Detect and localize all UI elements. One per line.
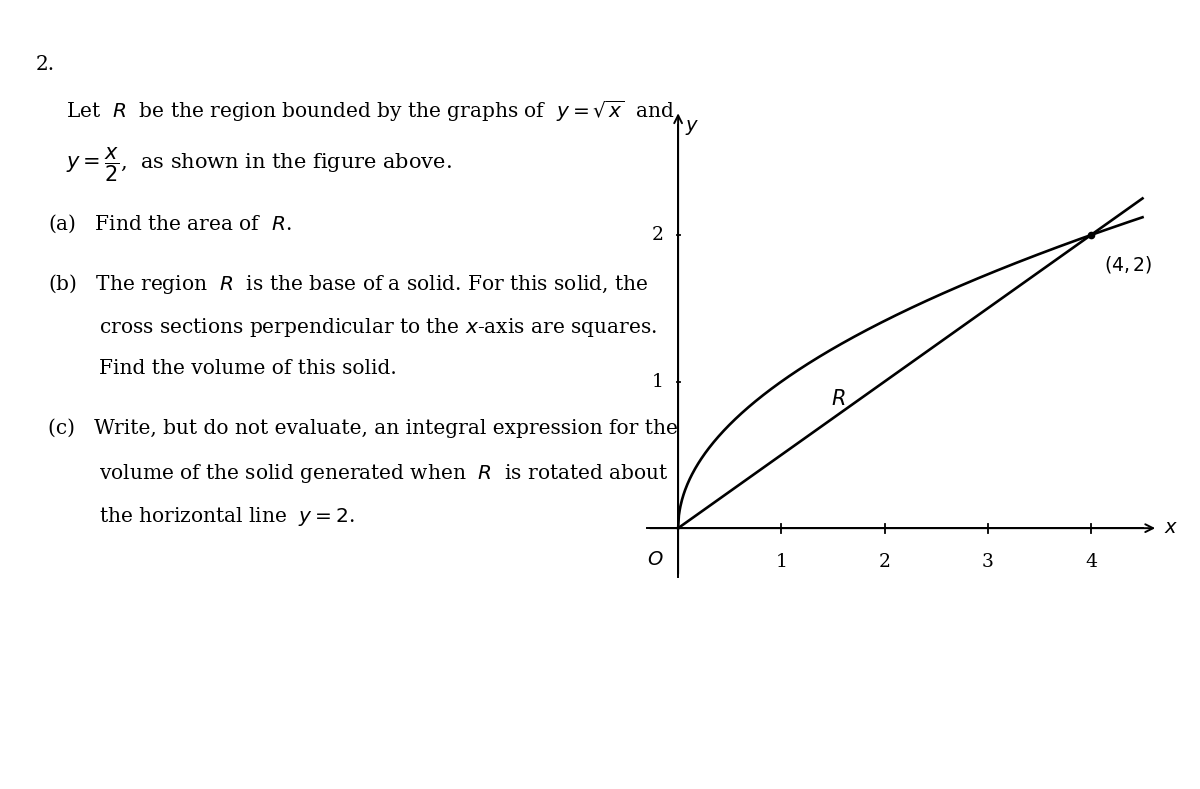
Text: 2.: 2. [36,55,55,74]
Text: (c)   Write, but do not evaluate, an integral expression for the: (c) Write, but do not evaluate, an integ… [48,418,678,438]
Text: 4: 4 [1085,553,1097,571]
Text: 1: 1 [775,553,787,571]
Text: $y = \dfrac{x}{2}$,  as shown in the figure above.: $y = \dfrac{x}{2}$, as shown in the figu… [66,146,451,185]
Text: 2: 2 [652,226,664,244]
Text: 3: 3 [982,553,994,571]
Text: $y$: $y$ [685,118,700,136]
Text: the horizontal line  $y = 2$.: the horizontal line $y = 2$. [48,505,355,528]
Text: $R$: $R$ [830,389,845,409]
Text: (a)   Find the area of  $R$.: (a) Find the area of $R$. [48,213,292,235]
Text: $O$: $O$ [647,552,664,570]
Text: $x$: $x$ [1164,519,1178,537]
Text: $(4, 2)$: $(4, 2)$ [1104,254,1153,275]
Text: volume of the solid generated when  $R$  is rotated about: volume of the solid generated when $R$ i… [48,462,668,484]
Text: 1: 1 [652,372,664,391]
Text: Let  $R$  be the region bounded by the graphs of  $y = \sqrt{x}$  and: Let $R$ be the region bounded by the gra… [66,99,674,124]
Text: Find the volume of this solid.: Find the volume of this solid. [48,359,397,378]
Text: (b)   The region  $R$  is the base of a solid. For this solid, the: (b) The region $R$ is the base of a soli… [48,272,648,296]
Text: 2: 2 [878,553,890,571]
Text: cross sections perpendicular to the $x$-axis are squares.: cross sections perpendicular to the $x$-… [48,316,656,338]
